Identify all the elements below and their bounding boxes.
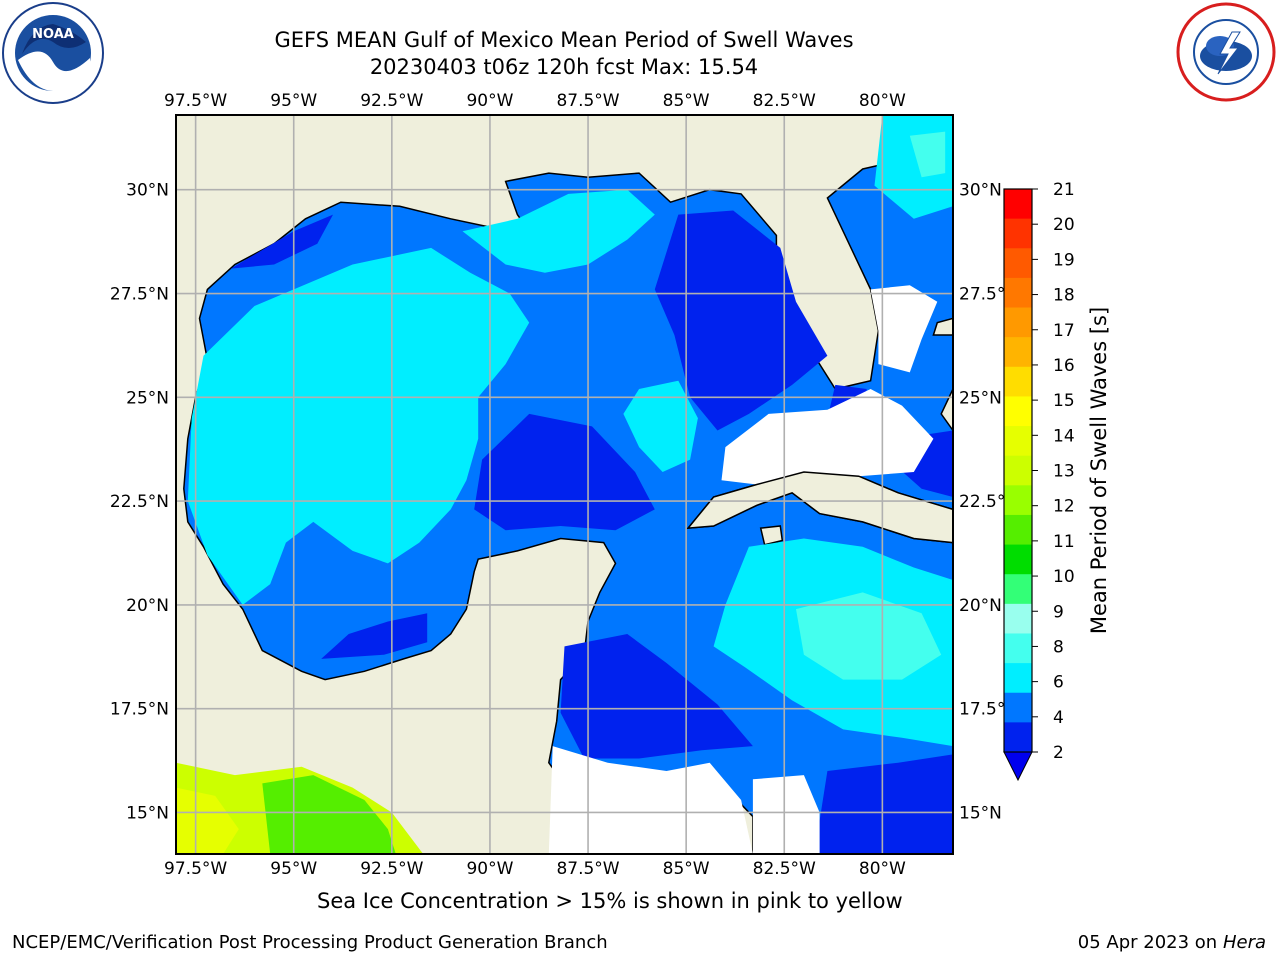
colorbar-tick-label: 2 [1053,743,1064,763]
map-subtitle: 20230403 t06z 120h fcst Max: 15.54 [369,55,759,79]
colorbar-swatch [1004,455,1032,486]
map-title: GEFS MEAN Gulf of Mexico Mean Period of … [274,28,854,52]
colorbar-swatch [1004,544,1032,575]
colorbar-swatch [1004,574,1032,605]
colorbar-swatch [1004,485,1032,516]
lon-label-bottom: 92.5°W [360,859,423,879]
no-data-mosquito-coast [752,775,820,854]
map-gridlines [176,115,953,854]
footer-branch: NCEP/EMC/Verification Post Processing Pr… [12,932,608,953]
swell-period-2s-northwest-gulf [230,214,333,269]
lon-label-top: 82.5°W [753,91,816,111]
lon-label-top: 97.5°W [164,91,227,111]
lat-label-left: 30°N [126,181,169,201]
svg-text:NOAA: NOAA [32,27,74,42]
lat-label-left: 22.5°N [110,492,169,512]
footer-host: Hera [1222,932,1266,953]
lon-label-top: 87.5°W [556,91,619,111]
colorbar-swatch [1004,337,1032,368]
lon-label-bottom: 82.5°W [753,859,816,879]
lat-label-right: 25°N [959,388,1002,408]
colorbar-tick-label: 9 [1053,602,1064,622]
colorbar-tick-label: 17 [1053,321,1075,341]
land-bahamas-2 [940,388,953,432]
colorbar-swatch [1004,692,1032,723]
lat-label-left: 20°N [126,596,169,616]
lon-label-bottom: 97.5°W [164,859,227,879]
colorbar-swatch [1004,426,1032,457]
lon-label-bottom: 90°W [466,859,513,879]
colorbar-swatch [1004,603,1032,634]
colorbar-tick-label: 14 [1053,426,1075,446]
colorbar-tick-label: 10 [1053,567,1075,587]
colorbar-swatch [1004,722,1032,753]
lat-label-right: 15°N [959,803,1002,823]
colorbar-tick-label: 4 [1053,708,1064,728]
nws-logo [1176,2,1276,102]
lon-label-top: 85°W [663,91,710,111]
swell-period-4-6s-western-gulf [187,247,530,605]
colorbar-tick-label: 18 [1053,286,1075,306]
swell-period-6-8s-caribbean-core [796,592,942,680]
colorbar-swatch [1004,189,1032,220]
colorbar-tick-label: 8 [1053,637,1064,657]
lon-label-bottom: 95°W [270,859,317,879]
land-isla-juventud [759,525,784,546]
swell-period-4-6s-central-gulf [462,189,655,273]
sea-ice-core [176,787,239,854]
lat-label-left: 17.5°N [110,700,169,720]
colorbar-swatch [1004,307,1032,338]
colorbar-tick-label: 11 [1053,532,1075,552]
footer-date: 05 Apr 2023 on Hera [1078,932,1266,953]
colorbar-tick-label: 6 [1053,673,1064,693]
lon-label-bottom: 80°W [859,859,906,879]
lat-label-right: 27.5°N [959,285,1018,305]
lat-label-left: 25°N [126,388,169,408]
lon-label-top: 92.5°W [360,91,423,111]
footer-date-text: 05 Apr 2023 on [1077,932,1218,953]
colorbar-tick-label: 21 [1053,180,1075,200]
lat-label-left: 15°N [126,803,169,823]
land-bahamas-1 [932,317,953,336]
colorbar-tick-label: 12 [1053,497,1075,517]
colorbar-swatch [1004,514,1032,546]
lon-label-bottom: 85°W [663,859,710,879]
lon-label-top: 90°W [466,91,513,111]
sea-ice-note: Sea Ice Concentration > 15% is shown in … [317,889,903,913]
lon-label-top: 95°W [270,91,317,111]
colorbar-swatch [1004,218,1032,249]
colorbar-swatch [1004,366,1032,397]
lat-label-left: 27.5°N [110,285,169,305]
lon-label-bottom: 87.5°W [556,859,619,879]
sea-ice-inner [262,775,396,854]
map-frame [175,114,954,855]
no-data-florida-straits [721,389,934,485]
lat-label-right: 22.5°N [959,492,1018,512]
colorbar-swatch [1004,396,1032,427]
no-data-honduras-coast [548,746,753,854]
no-data-bahamas [870,285,938,373]
colorbar-tick-label: 16 [1053,356,1075,376]
colorbar-swatch [1004,277,1032,309]
colorbar-extend [1003,751,1033,782]
swell-period-6-8s-atlantic-core [909,131,946,178]
colorbar-swatch [1004,248,1032,279]
lat-label-right: 20°N [959,596,1002,616]
lat-label-right: 30°N [959,181,1002,201]
colorbar-tick-label: 15 [1053,391,1075,411]
swell-period-2s-campeche [321,613,428,659]
colorbar-tick-label: 19 [1053,250,1075,270]
lat-label-right: 17.5°N [959,700,1018,720]
noaa-logo: NOAA [2,2,104,104]
swell-period-4-6s-loop-current [623,380,698,472]
colorbar-tick-label: 20 [1053,215,1075,235]
colorbar-tick-label: 13 [1053,462,1075,482]
swell-period-2s-southeast-caribbean [819,754,953,854]
colorbar-label: Mean Period of Swell Waves [s] [1087,307,1111,634]
colorbar-swatch [1004,663,1032,694]
colorbar-swatch [1004,633,1032,664]
lon-label-top: 80°W [859,91,906,111]
swell-period-2s-western-caribbean [560,634,753,759]
